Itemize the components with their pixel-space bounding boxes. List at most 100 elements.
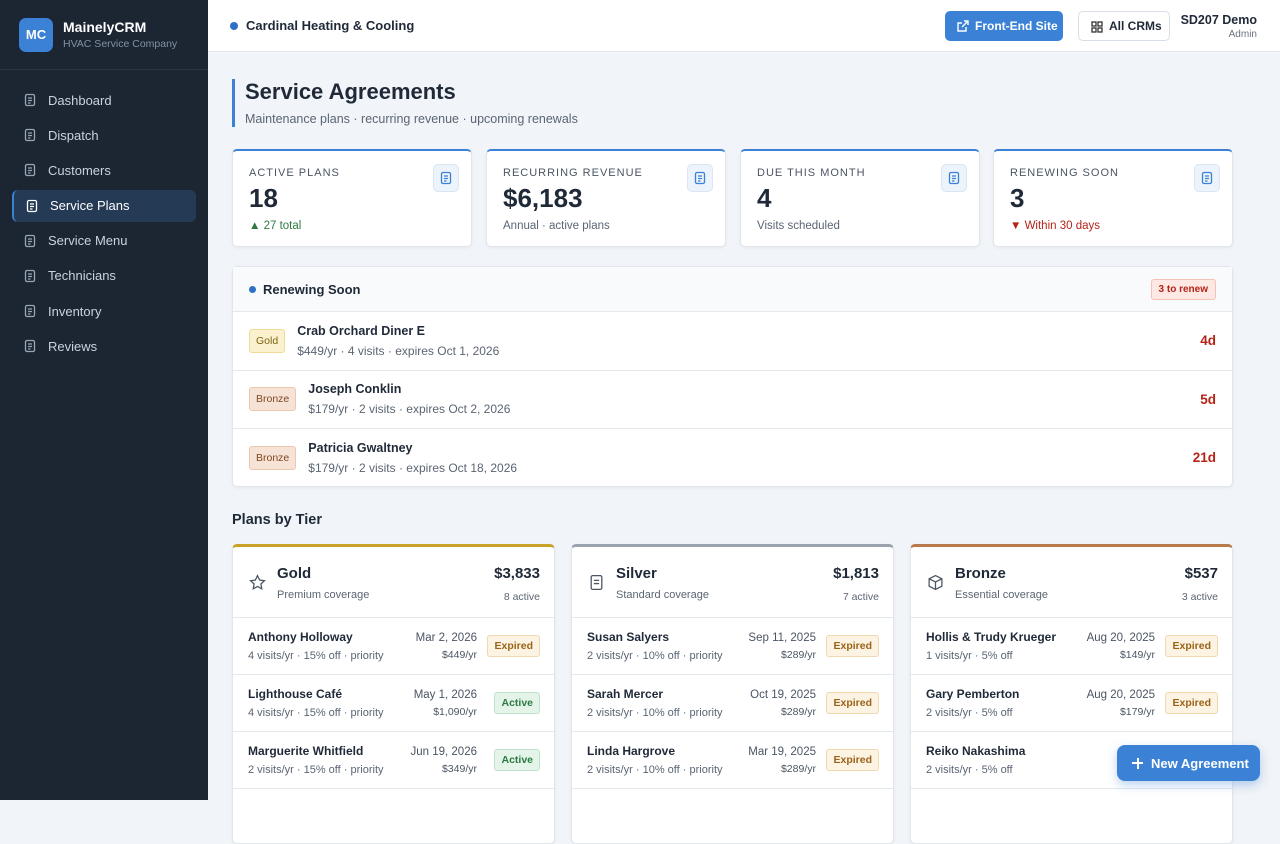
- new-agreement-button[interactable]: New Agreement: [1117, 745, 1260, 781]
- customer-name: Lighthouse Café: [248, 687, 343, 701]
- agreement-row[interactable]: Sarah Mercer 2 visits/yr · 10% off · prio…: [572, 675, 893, 732]
- expiry-date: Mar 19, 2025: [748, 746, 816, 758]
- nav-label: Reviews: [48, 338, 98, 354]
- panel-header: Renewing Soon 3 to renew: [233, 267, 1232, 312]
- tier-card: Bronze Essential coverage $537 3 active Holl…: [910, 544, 1233, 844]
- user-name[interactable]: SD207 Demo: [1180, 13, 1257, 27]
- stat-icon: [941, 164, 967, 192]
- company: Cardinal Heating & Cooling: [246, 18, 415, 33]
- nav-label: Dispatch: [48, 127, 99, 143]
- expiry-date: Oct 19, 2025: [750, 689, 816, 701]
- tier-header: Gold Premium coverage $3,833 8 active: [233, 547, 554, 618]
- agreement-row[interactable]: Marguerite Whitfield 2 visits/yr · 15% of…: [233, 732, 554, 789]
- expiry-date: Aug 20, 2025: [1086, 689, 1155, 701]
- agreement-row[interactable]: Hollis & Trudy Krueger 1 visits/yr · 5% o…: [911, 618, 1232, 675]
- plan-details: 4 visits/yr · 15% off · priority: [248, 650, 384, 662]
- plan-details: $179/yr · 2 visits · expires Oct 2, 2026: [308, 402, 511, 417]
- tier-name: Bronze: [955, 565, 1006, 582]
- customer-name: Joseph Conklin: [308, 382, 402, 397]
- tier-name: Gold: [277, 565, 312, 582]
- plan-details: 2 visits/yr · 5% off: [926, 707, 1013, 719]
- nav-item[interactable]: Reviews: [12, 330, 196, 362]
- stat-value: 18: [249, 183, 278, 213]
- price: $289/yr: [780, 649, 816, 661]
- trend-arrow: ▼: [1010, 220, 1025, 232]
- days-left: 4d: [1200, 333, 1216, 348]
- status-badge: Expired: [826, 635, 879, 657]
- plan-details: 2 visits/yr · 10% off · priority: [587, 650, 723, 662]
- stat-note-text: Annual · active plans: [503, 220, 610, 232]
- status-badge: Expired: [826, 692, 879, 714]
- stat-value: 3: [1010, 183, 1025, 213]
- stat-note-text: Visits scheduled: [757, 220, 840, 232]
- stat-card: DUE THIS MONTH 4 Visits scheduled: [740, 149, 980, 247]
- price: $149/yr: [1119, 649, 1155, 661]
- stat-card: RENEWING SOON 3 ▼ Within 30 days: [993, 149, 1233, 247]
- agreement-row[interactable]: Linda Hargrove 2 visits/yr · 10% off · pr…: [572, 732, 893, 789]
- plan-details: 2 visits/yr · 10% off · priority: [587, 707, 723, 719]
- agreement-row[interactable]: Gary Pemberton 2 visits/yr · 5% off Aug 20…: [911, 675, 1232, 732]
- plan-details: 4 visits/yr · 15% off · priority: [248, 707, 384, 719]
- expiry-date: Aug 20, 2025: [1086, 632, 1155, 644]
- front-end-button[interactable]: Front-End Site: [945, 11, 1063, 41]
- button-label: All CRMs: [1109, 19, 1162, 33]
- renewal-info: Crab Orchard Diner E $449/yr · 4 visits ·…: [285, 324, 499, 358]
- all-crms-button[interactable]: All CRMs: [1078, 11, 1170, 41]
- agreement-row[interactable]: Lighthouse Café 4 visits/yr · 15% off · p…: [233, 675, 554, 732]
- plan-details: $449/yr · 4 visits · expires Oct 1, 2026: [297, 343, 500, 358]
- stat-note: ▼ Within 30 days: [1010, 220, 1216, 232]
- renewal-row[interactable]: Gold Crab Orchard Diner E $449/yr · 4 visi…: [233, 312, 1232, 371]
- nav-item[interactable]: Dispatch: [12, 119, 196, 151]
- tier-card: Silver Standard coverage $1,813 7 active Sus…: [571, 544, 894, 844]
- renewal-row[interactable]: Bronze Patricia Gwaltney $179/yr · 2 visit…: [233, 429, 1232, 488]
- stat-note: ▲ 27 total: [249, 220, 455, 232]
- renewal-row[interactable]: Bronze Joseph Conklin $179/yr · 2 visits ·…: [233, 371, 1232, 430]
- nav-item[interactable]: Dashboard: [12, 84, 196, 116]
- customer-name: Gary Pemberton: [926, 687, 1020, 701]
- nav-item[interactable]: Customers: [12, 154, 196, 186]
- stat-icon: [687, 164, 713, 192]
- customer-name: Hollis & Trudy Krueger: [926, 630, 1057, 644]
- agreement-row[interactable]: Anthony Holloway 4 visits/yr · 15% off · …: [233, 618, 554, 675]
- expiry-date: Sep 11, 2025: [748, 632, 816, 644]
- tier-count: 8 active: [503, 591, 540, 603]
- stat-label: DUE THIS MONTH: [757, 167, 866, 179]
- price: $179/yr: [1119, 706, 1155, 718]
- brand-name: MainelyCRM: [63, 19, 147, 35]
- nav-label: Service Menu: [48, 233, 128, 249]
- status-badge: Expired: [1165, 692, 1218, 714]
- page-title: Service Agreements: [245, 79, 456, 104]
- user-role: Admin: [1228, 29, 1257, 40]
- nav-label: Inventory: [48, 303, 102, 319]
- nav-item[interactable]: Technicians: [12, 260, 196, 292]
- button-label: Front-End Site: [975, 19, 1058, 33]
- tier-card: Gold Premium coverage $3,833 8 active Anthon…: [232, 544, 555, 844]
- logo: MC: [19, 17, 53, 52]
- days-left: 5d: [1200, 391, 1216, 407]
- stat-note: Annual · active plans: [503, 220, 709, 232]
- renew-badge: 3 to renew: [1150, 279, 1216, 300]
- tier-badge: Bronze: [249, 387, 297, 412]
- tier-total: $537: [1184, 565, 1218, 582]
- status-badge: Active: [494, 749, 540, 771]
- plan-details: $179/yr · 2 visits · expires Oct 18, 202…: [308, 461, 518, 476]
- price: $1,090/yr: [433, 706, 477, 718]
- customer-name: Crab Orchard Diner E: [297, 323, 426, 338]
- sidebar: MC MainelyCRM HVAC Service Company Dashbo…: [0, 0, 208, 800]
- trend-arrow: ▲: [249, 220, 264, 232]
- nav-item[interactable]: Service Plans: [12, 189, 196, 222]
- stat-label: RENEWING SOON: [1010, 167, 1119, 179]
- renewing-list: Gold Crab Orchard Diner E $449/yr · 4 visi…: [233, 312, 1232, 488]
- customer-name: Reiko Nakashima: [926, 744, 1026, 758]
- stat-card: RECURRING REVENUE $6,183 Annual · active p…: [486, 149, 726, 247]
- tier-count: 3 active: [1181, 591, 1218, 603]
- status-badge: Expired: [826, 749, 879, 771]
- customer-name: Linda Hargrove: [587, 744, 676, 758]
- nav-item[interactable]: Inventory: [12, 295, 196, 327]
- renewing-panel: Renewing Soon 3 to renew Gold Crab Orchard…: [232, 266, 1233, 487]
- days-left: 21d: [1192, 450, 1216, 466]
- tier-badge: Bronze: [249, 446, 297, 471]
- nav-item[interactable]: Service Menu: [12, 225, 196, 257]
- page-subtitle: Maintenance plans · recurring revenue · …: [245, 112, 578, 126]
- agreement-row[interactable]: Susan Salyers 2 visits/yr · 10% off · pri…: [572, 618, 893, 675]
